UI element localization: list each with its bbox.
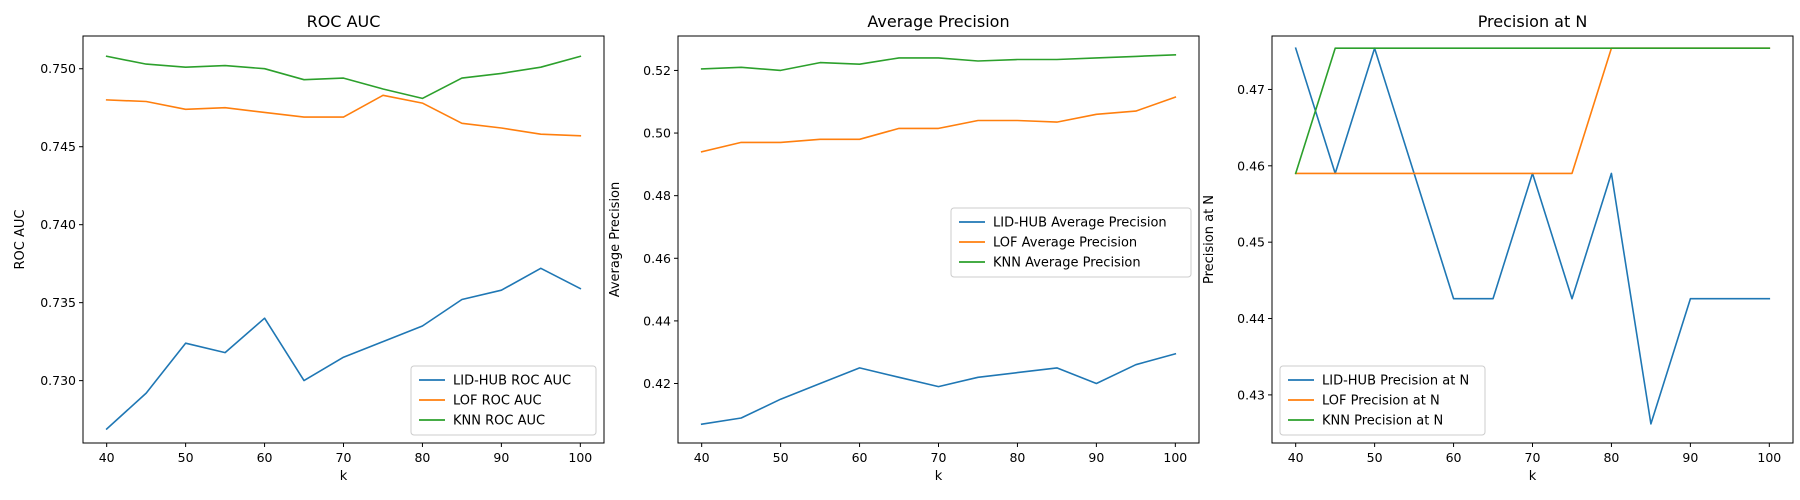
average-precision-x-tick-label: 80 [1009, 450, 1025, 465]
precision-at-n-legend-label: LOF Precision at N [1322, 394, 1440, 409]
roc-auc-legend: LID-HUB ROC AUC LOF ROC AUC KNN ROC AUC [410, 365, 597, 436]
precision-at-n-legend-box [1279, 365, 1486, 436]
precision-at-n-legend-label: KNN Precision at N [1322, 414, 1443, 429]
roc-auc-y-tick-label: 0.745 [40, 139, 76, 154]
precision-at-n-series-line-2 [1294, 47, 1771, 175]
precision-at-n-series-line-3 [1294, 47, 1771, 175]
roc-auc-x-tick-label: 60 [257, 450, 273, 465]
average-precision-legend-label: LID-HUB Average Precision [993, 216, 1167, 231]
roc-auc-series-line-1 [105, 267, 582, 431]
average-precision-x-axis-label: k [935, 469, 943, 484]
precision-at-n-x-tick-label: 60 [1446, 450, 1462, 465]
roc-auc-y-axis-label: ROC AUC [13, 210, 28, 270]
roc-auc-y-tick-label: 0.730 [40, 373, 76, 388]
precision-at-n-x-tick-label: 70 [1525, 450, 1541, 465]
precision-at-n-y-axis-label: Precision at N [1202, 195, 1217, 284]
roc-auc-legend-label: LOF ROC AUC [453, 394, 542, 409]
roc-auc-legend-label: LID-HUB ROC AUC [453, 374, 571, 389]
precision-at-n-legend: LID-HUB Precision at N LOF Precision at N… [1279, 365, 1486, 436]
average-precision-series-line-1 [700, 352, 1177, 426]
average-precision-x-tick-label: 60 [852, 450, 868, 465]
average-precision-panel: Average Precision 40 50 60 70 80 90 100 0.42 0.44… [608, 12, 1200, 484]
roc-auc-panel: ROC AUC 40 50 60 70 80 90 100 0.730 0.735 0.740 0.7… [13, 12, 605, 484]
roc-auc-y-tick-label: 0.735 [40, 295, 76, 310]
average-precision-x-tick-label: 100 [1163, 450, 1187, 465]
roc-auc-series-line-2 [105, 94, 582, 137]
average-precision-legend-label: KNN Average Precision [993, 256, 1141, 271]
precision-at-n-x-tick-label: 90 [1682, 450, 1698, 465]
average-precision-y-axis-label: Average Precision [608, 182, 623, 298]
average-precision-y-tick-label: 0.42 [643, 376, 671, 391]
roc-auc-y-tick-label: 0.740 [40, 217, 76, 232]
precision-at-n-x-axis-label: k [1529, 469, 1537, 484]
average-precision-y-tick-label: 0.50 [643, 126, 671, 141]
precision-at-n-y-tick-label: 0.46 [1237, 158, 1265, 173]
precision-at-n-y-tick-label: 0.45 [1237, 235, 1265, 250]
average-precision-y-tick-label: 0.46 [643, 251, 671, 266]
average-precision-x-tick-label: 40 [694, 450, 710, 465]
roc-auc-chart-title: ROC AUC [307, 12, 381, 31]
average-precision-x-tick-label: 50 [773, 450, 789, 465]
roc-auc-legend-label: KNN ROC AUC [453, 414, 545, 429]
precision-at-n-panel: Precision at N 40 50 60 70 80 90 100 0.43 0.44 0.4… [1202, 12, 1794, 484]
average-precision-legend: LID-HUB Average Precision LOF Average Pre… [950, 207, 1192, 278]
average-precision-y-tick-label: 0.48 [643, 188, 671, 203]
roc-auc-y-tick-label: 0.750 [40, 61, 76, 76]
precision-at-n-y-tick-label: 0.43 [1237, 387, 1265, 402]
precision-at-n-chart-title: Precision at N [1478, 12, 1588, 31]
precision-at-n-x-tick-label: 100 [1757, 450, 1781, 465]
roc-auc-legend-box [410, 365, 597, 436]
precision-at-n-legend-label: LID-HUB Precision at N [1322, 374, 1469, 389]
roc-auc-x-tick-label: 50 [178, 450, 194, 465]
precision-at-n-x-tick-label: 80 [1603, 450, 1619, 465]
average-precision-y-tick-label: 0.52 [643, 63, 671, 78]
precision-at-n-y-tick-label: 0.44 [1237, 311, 1265, 326]
average-precision-legend-box [950, 207, 1192, 278]
average-precision-legend-label: LOF Average Precision [993, 236, 1137, 251]
precision-at-n-y-tick-label: 0.47 [1237, 82, 1265, 97]
roc-auc-x-tick-label: 80 [414, 450, 430, 465]
roc-auc-x-tick-label: 90 [493, 450, 509, 465]
average-precision-x-tick-label: 90 [1088, 450, 1104, 465]
average-precision-series-line-3 [700, 53, 1177, 72]
roc-auc-x-tick-label: 40 [99, 450, 115, 465]
roc-auc-x-tick-label: 100 [568, 450, 592, 465]
roc-auc-series-line-3 [105, 55, 582, 100]
average-precision-y-tick-label: 0.44 [643, 313, 671, 328]
roc-auc-x-tick-label: 70 [336, 450, 352, 465]
average-precision-chart-title: Average Precision [867, 12, 1009, 31]
precision-at-n-x-tick-label: 50 [1367, 450, 1383, 465]
precision-at-n-x-tick-label: 40 [1288, 450, 1304, 465]
roc-auc-x-axis-label: k [340, 469, 348, 484]
average-precision-x-tick-label: 70 [931, 450, 947, 465]
average-precision-series-line-2 [700, 96, 1177, 153]
